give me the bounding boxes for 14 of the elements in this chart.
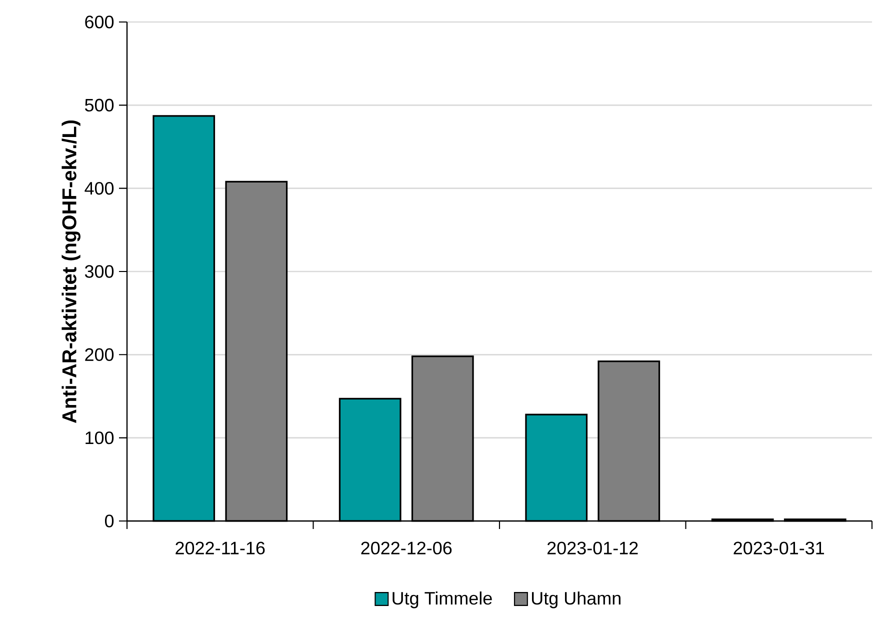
legend-label: Utg Timmele: [392, 591, 492, 608]
y-tick-label: 300: [84, 265, 114, 278]
y-tick-label: 400: [84, 182, 114, 195]
y-tick-label: 500: [84, 98, 114, 112]
legend-label: Utg Uhamn: [532, 591, 620, 608]
y-tick-label: 200: [85, 348, 114, 362]
x-tick-label: 2022-12-06: [361, 542, 452, 554]
y-tick-label: 100: [86, 431, 114, 444]
y-tick-label: 600: [85, 16, 114, 28]
y-tick-label: 0: [104, 514, 114, 528]
y-axis-title: Anti-AR-aktivitet (ngOHF-ekv./L): [62, 120, 80, 424]
x-tick-label: 2023-01-31: [734, 542, 824, 554]
x-tick-label: 2022-11-16: [176, 542, 265, 554]
x-tick-label: 2023-01-12: [547, 542, 638, 554]
